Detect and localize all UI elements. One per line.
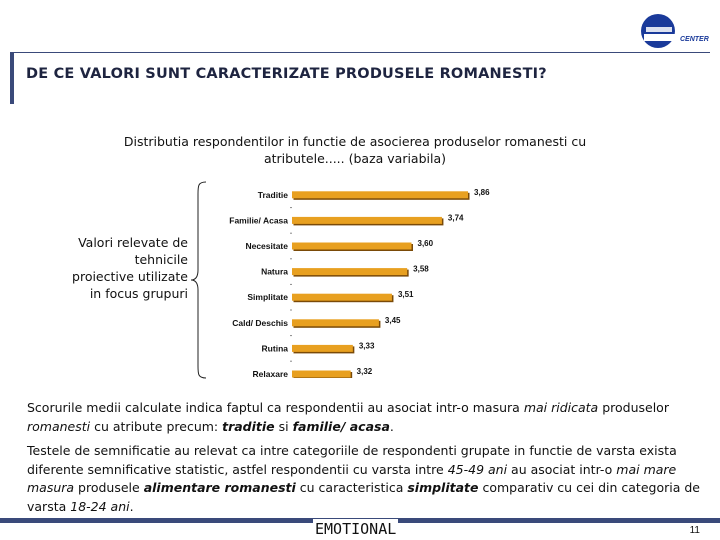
title-bar	[10, 52, 710, 104]
curly-brace	[190, 181, 207, 379]
finding-paragraph-2: Testele de semnificatie au relevat ca in…	[27, 442, 707, 516]
isra-center-logo: CENTER	[641, 14, 709, 48]
category-label: Rutina	[262, 343, 289, 353]
finding-paragraph-1: Scorurile medii calculate indica faptul …	[27, 399, 707, 436]
para2-strong-1: alimentare romanesti	[143, 480, 296, 495]
para1-emph-1: mai ridicata	[523, 400, 599, 415]
category-label: Necesitate	[245, 241, 288, 251]
para1-strong-2: familie/ acasa	[292, 418, 390, 434]
para2-text-4: cu caracteristica	[295, 480, 408, 495]
bar	[292, 344, 353, 352]
value-label: 3,58	[413, 265, 429, 274]
para2-emph-3: 18-24 ani	[70, 498, 130, 514]
category-label: Simplitate	[247, 292, 288, 302]
para1-text-1: Scorurile medii calculate indica faptul …	[27, 400, 524, 415]
para1-text-3: cu atribute precum:	[90, 418, 223, 434]
category-label: Traditie	[258, 190, 289, 200]
chart-subtitle: Distributia respondentilor in functie de…	[80, 133, 630, 167]
footer-label: EMOTIONAL	[313, 519, 399, 539]
category-label: Natura	[261, 267, 288, 277]
category-label: Cald/ Deschis	[232, 318, 288, 328]
bar	[292, 191, 468, 199]
value-label: 3,60	[418, 239, 434, 248]
value-label: 3,45	[385, 316, 401, 325]
para2-text-3: produsele	[74, 480, 144, 495]
para2-text-2: au asociat intr-o	[507, 461, 617, 477]
bar	[292, 370, 351, 378]
logo-text: CENTER	[680, 36, 709, 43]
para1-emph-2: romanesti	[27, 418, 91, 434]
subtitle-line-2: atributele..... (baza variabila)	[263, 151, 447, 166]
bar	[292, 242, 412, 250]
para2-emph-2: mai mare masura	[27, 461, 677, 496]
para1-text-4: si	[274, 418, 293, 434]
bar	[292, 268, 408, 276]
para2-text-6: .	[129, 498, 134, 514]
para1-text-2: produselor	[598, 400, 669, 415]
page-number: 11	[689, 525, 700, 536]
para1-strong-1: traditie	[222, 418, 275, 434]
para2-text-5: comparativ cu cei din categoria de varst…	[27, 480, 700, 514]
page-title: DE CE VALORI SUNT CARACTERIZATE PRODUSEL…	[26, 66, 547, 82]
bar	[292, 319, 379, 327]
bar-chart: Traditie 3,86 Familie/ Acasa 3,74 Necesitate…	[229, 188, 490, 378]
value-label: 3,33	[359, 341, 375, 350]
value-label: 3,86	[474, 188, 490, 197]
value-label: 3,51	[398, 290, 414, 299]
para2-strong-2: simplitate	[407, 480, 479, 495]
value-label: 3,32	[357, 367, 373, 376]
para1-text-5: .	[389, 418, 394, 434]
side-note: Valori relevate de tehnicile proiective …	[72, 235, 188, 301]
value-label: 3,74	[448, 213, 464, 222]
subtitle-line-1: Distributia respondentilor in functie de…	[123, 134, 587, 149]
bar	[292, 293, 392, 301]
category-label: Familie/ Acasa	[229, 215, 288, 225]
category-label: Relaxare	[253, 369, 289, 378]
bar	[292, 216, 442, 224]
para2-text-1: Testele de semnificatie au relevat ca in…	[27, 443, 677, 477]
para2-emph-1: 45-49 ani	[447, 461, 508, 477]
